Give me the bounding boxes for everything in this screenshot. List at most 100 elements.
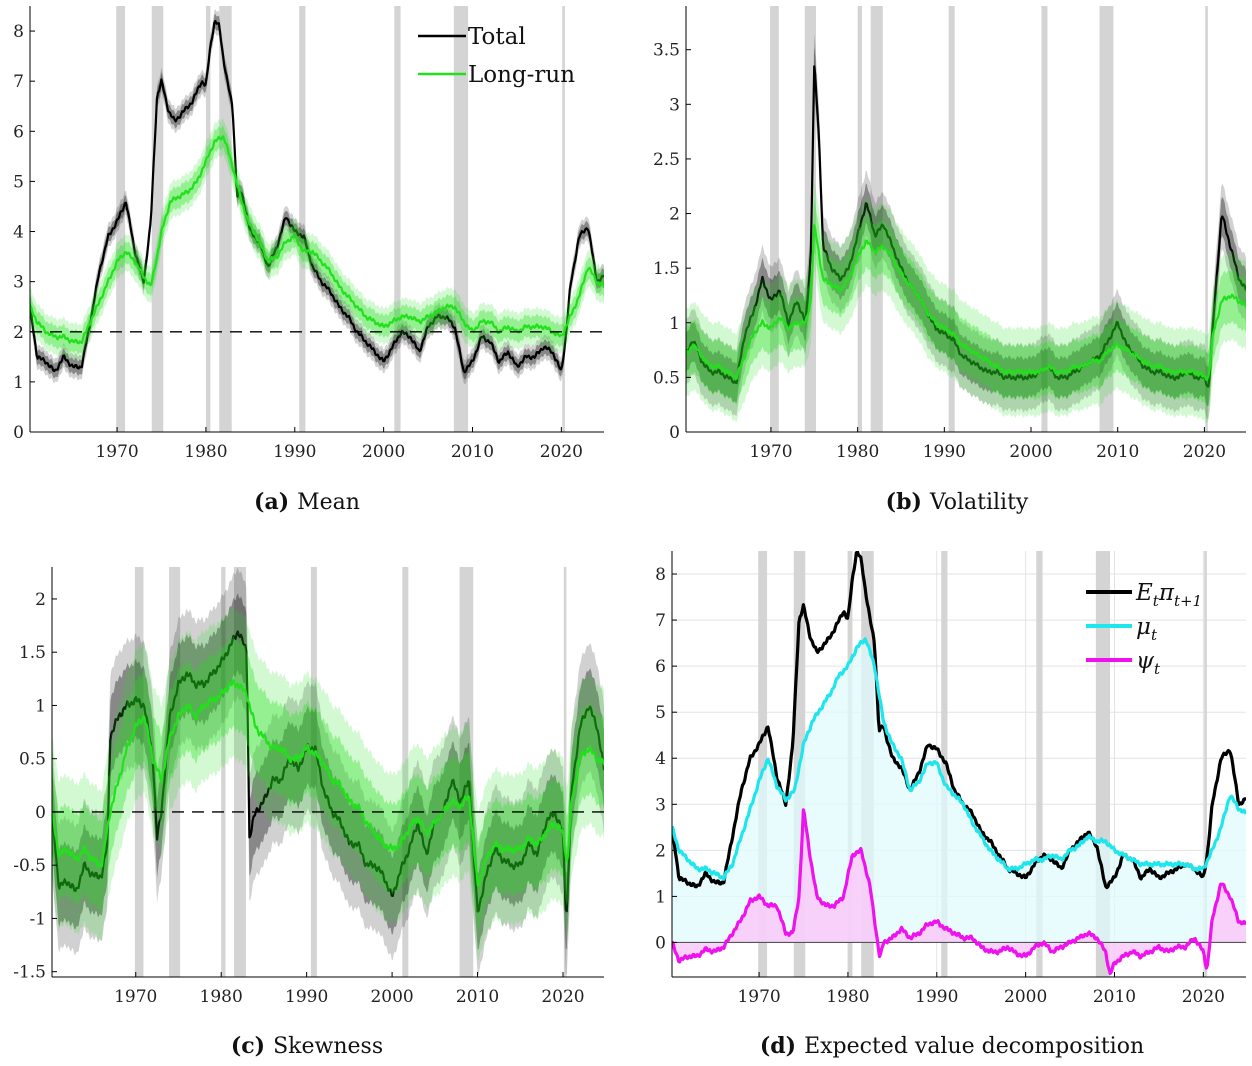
panel-c-xtick-label-2: 1990	[285, 987, 328, 1007]
panel-c-recession-bar-7	[563, 567, 567, 977]
panel-c-ytick-label-4: 0.5	[19, 750, 46, 770]
panel-c-plot	[52, 567, 604, 977]
caption-b-letter: (b)	[885, 489, 922, 515]
panel-b-ytick-label-4: 2	[669, 205, 680, 225]
panel-b-xtick-label-2: 1990	[923, 442, 966, 462]
caption-c: (c) Skewness	[231, 1033, 383, 1059]
panel-d-series-line-total	[672, 551, 1246, 890]
panel-b-xtick-label-5: 2020	[1183, 442, 1226, 462]
panel-c: 1970 1980 1990 2000 2010 2020 -1.5 -1 -0.5 0 0.5 1 1…	[13, 567, 604, 1007]
panel-a-xtick-label-4: 2010	[451, 442, 494, 462]
panel-c-recession-bar-3	[234, 567, 246, 977]
panel-a-xtick-label-2: 1990	[273, 442, 316, 462]
panel-a-recession-bar-4	[299, 6, 306, 432]
panel-a-ytick-label-4: 4	[13, 223, 24, 243]
panel-c-ytick-label-6: 1.5	[19, 643, 46, 663]
panel-b-band-total-0	[686, 33, 1246, 420]
panel-d-ytick-label-3: 3	[655, 795, 666, 815]
panel-b-recession-bar-6	[1099, 6, 1114, 432]
panel-a-plot	[30, 6, 604, 432]
panel-d-series-line-mu	[672, 637, 1246, 881]
panel-a-series-line-total	[30, 19, 604, 374]
panel-b-xtick-label-3: 2000	[1009, 442, 1052, 462]
panel-b-xtick-label-1: 1980	[836, 442, 879, 462]
panel-b-ytick-label-6: 3	[669, 95, 680, 115]
panel-d-plot	[672, 551, 1246, 977]
caption-d-text: Expected value decomposition	[804, 1034, 1145, 1059]
panel-b-series-line-long_run	[686, 224, 1246, 381]
panel-c-ytick-label-3: 0	[35, 803, 46, 823]
panel-d: 1970 1980 1990 2000 2010 2020 0 1 2 3 4 5 6 7 8	[655, 551, 1246, 1007]
panel-b-ytick-label-3: 1.5	[653, 259, 680, 279]
panel-d-xtick-label-3: 2000	[1004, 987, 1047, 1007]
panel-c-xtick-label-0: 1970	[114, 987, 157, 1007]
panel-c-recession-bar-5	[402, 567, 409, 977]
panel-a-band-long_run-0	[30, 118, 604, 362]
panel-a-recession-bar-3	[219, 6, 232, 432]
panel-b-series-line-total	[686, 65, 1246, 388]
panel-c-xtick-label-1: 1980	[200, 987, 243, 1007]
panel-b-ytick-label-2: 1	[669, 314, 680, 334]
panel-a-ytick-label-8: 8	[13, 22, 24, 42]
panel-a-xtick-label-1: 1980	[184, 442, 227, 462]
panel-b-recession-bar-2	[857, 6, 862, 432]
panel-d-ytick-label-7: 7	[655, 611, 666, 631]
panel-a-ytick-label-6: 6	[13, 122, 24, 142]
panel-b-plot	[686, 6, 1246, 432]
panel-b-ytick-label-7: 3.5	[653, 41, 680, 61]
panel-b: 1970 1980 1990 2000 2010 2020 0 0.5 1 1.5 2 2.5 3 3.5	[653, 6, 1246, 462]
panel-b-band-long_run-0	[686, 181, 1246, 424]
caption-c-letter: (c)	[230, 1033, 266, 1059]
panel-c-xtick-label-5: 2020	[541, 987, 584, 1007]
panel-c-recession-bar-2	[221, 567, 226, 977]
panel-c-recession-bar-6	[459, 567, 474, 977]
panel-b-recession-bar-7	[1205, 6, 1208, 432]
panel-b-recession-bar-1	[804, 6, 817, 432]
panel-c-ytick-label-1: -1	[29, 909, 46, 929]
panel-b-ytick-label-1: 0.5	[653, 368, 680, 388]
panel-a-xtick-label-5: 2020	[540, 442, 583, 462]
panel-c-xtick-label-3: 2000	[370, 987, 413, 1007]
panel-a-ytick-label-0: 0	[13, 423, 24, 443]
panel-d-ytick-label-8: 8	[655, 565, 666, 585]
panel-c-band-long_run-1	[52, 635, 604, 931]
panel-c-ytick-label-5: 1	[35, 696, 46, 716]
panel-a-series-line-long_run	[30, 135, 604, 345]
legend-a-label-long_run: Long-run	[468, 62, 575, 88]
caption-d-letter: (d)	[759, 1033, 797, 1059]
panel-b-recession-bar-5	[1041, 6, 1048, 432]
panel-a-recession-bar-1	[151, 6, 164, 432]
panel-a-xtick-label-0: 1970	[95, 442, 138, 462]
panel-c-recession-bar-4	[310, 567, 317, 977]
panel-d-xtick-label-2: 1990	[915, 987, 958, 1007]
panel-d-ytick-label-1: 1	[655, 887, 666, 907]
panel-d-recession-bar-0	[758, 551, 768, 977]
legend-d-label-expected-inflation: Etπt+1	[1135, 580, 1202, 610]
panel-d-ytick-label-0: 0	[655, 933, 666, 953]
panel-a-recession-bar-5	[394, 6, 401, 432]
panel-d-ytick-label-6: 6	[655, 657, 666, 677]
caption-b: (b) Volatility	[886, 489, 1029, 515]
legend-d-label-psi: ψt	[1136, 648, 1161, 678]
panel-c-recession-bar-1	[169, 567, 181, 977]
caption-c-text: Skewness	[273, 1034, 384, 1059]
panel-b-recession-bar-4	[948, 6, 955, 432]
panel-c-xtick-label-4: 2010	[456, 987, 499, 1007]
caption-a-text: Mean	[297, 490, 360, 515]
panel-c-band-long_run-0	[52, 605, 604, 960]
panel-a-ytick-label-7: 7	[13, 72, 24, 92]
panel-a-ytick-label-3: 3	[13, 273, 24, 293]
caption-a: (a) Mean	[254, 489, 360, 515]
panel-c-ytick-label-7: 2	[35, 590, 46, 610]
panel-b-xtick-label-0: 1970	[749, 442, 792, 462]
panel-d-ytick-label-2: 2	[655, 841, 666, 861]
panel-a-recession-bar-7	[562, 6, 565, 432]
panel-c-series-line-long_run	[52, 679, 604, 887]
panel-a: 1970 1980 1990 2000 2010 2020 0 1 2 3 4 5 6 7 8	[13, 6, 604, 462]
panel-c-recession-bar-0	[134, 567, 144, 977]
panel-a-xtick-label-3: 2000	[362, 442, 405, 462]
legend-a-label-total: Total	[468, 24, 526, 50]
panel-d-xtick-label-0: 1970	[737, 987, 780, 1007]
panel-a-recession-bar-2	[205, 6, 211, 432]
